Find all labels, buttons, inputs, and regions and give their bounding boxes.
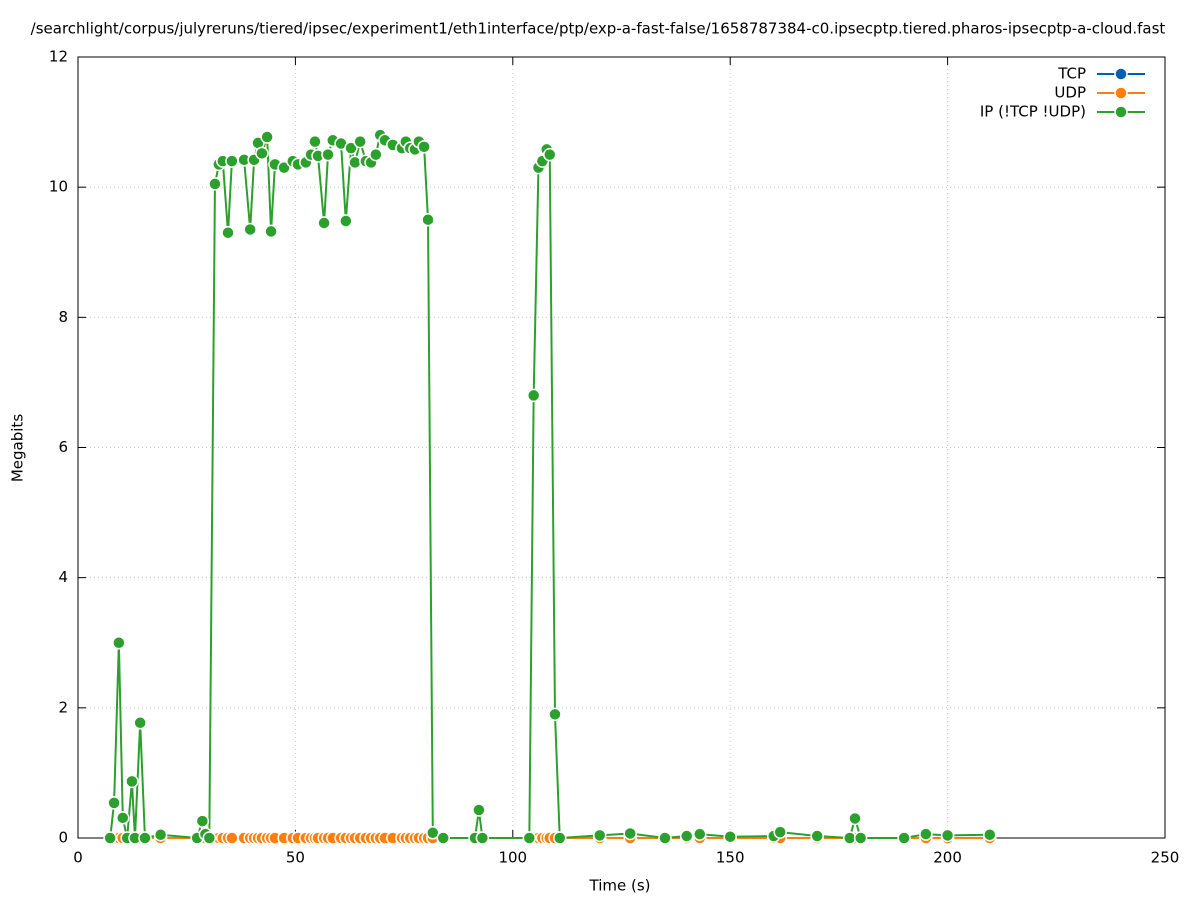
data-point [208, 177, 222, 191]
data-point [225, 831, 239, 845]
data-point [853, 831, 868, 845]
x-tick-label: 250 [1151, 849, 1180, 867]
chart-title: /searchlight/corpus/julyreruns/tiered/ip… [31, 20, 1166, 38]
data-point [264, 224, 278, 239]
y-tick-label: 6 [58, 438, 68, 456]
data-point [723, 829, 737, 844]
legend-label: IP (!TCP !UDP) [980, 103, 1086, 121]
data-point [522, 831, 537, 845]
y-tick-label: 2 [58, 698, 68, 716]
y-tick-label: 8 [58, 308, 68, 326]
y-tick-label: 10 [49, 178, 68, 196]
data-point [940, 828, 955, 843]
data-point [810, 829, 824, 843]
data-point [255, 146, 269, 161]
x-tick-label: 50 [286, 849, 305, 867]
data-point [133, 716, 147, 730]
data-point [593, 828, 607, 843]
data-point [543, 147, 557, 162]
data-point [107, 796, 121, 810]
data-point [919, 827, 933, 841]
data-point [103, 831, 117, 845]
legend-label: TCP [1057, 65, 1086, 83]
data-point [321, 147, 335, 162]
data-point [553, 831, 567, 845]
data-point [417, 140, 431, 154]
x-tick-label: 0 [73, 849, 83, 867]
data-point [112, 636, 126, 650]
legend-label: UDP [1054, 84, 1086, 102]
data-point [138, 831, 152, 845]
data-point [195, 814, 210, 828]
data-point [658, 831, 672, 845]
data-point [773, 825, 787, 839]
x-tick-label: 150 [716, 849, 745, 867]
data-point [221, 225, 235, 240]
data-point [202, 831, 217, 845]
data-point [475, 831, 490, 845]
x-axis-label: Time (s) [589, 877, 651, 895]
legend-marker [1114, 86, 1128, 100]
plot-frame [77, 56, 1166, 839]
data-point [421, 212, 435, 227]
data-point [308, 134, 322, 149]
data-point [526, 388, 541, 403]
data-point [472, 803, 486, 817]
data-point [344, 141, 358, 155]
data-point [153, 827, 168, 842]
x-tick-label: 100 [498, 849, 527, 867]
data-point [679, 829, 694, 843]
x-tick-label: 200 [933, 849, 962, 867]
data-point [125, 774, 139, 789]
data-point [225, 154, 239, 168]
data-point [353, 134, 367, 149]
data-point [693, 827, 707, 841]
data-point [116, 811, 130, 825]
data-point [436, 831, 450, 845]
data-point [369, 147, 383, 162]
data-point [260, 130, 274, 144]
data-point [848, 811, 862, 826]
data-point [348, 155, 362, 170]
legend-marker [1114, 105, 1128, 119]
y-axis-label: Megabits [9, 414, 27, 482]
y-tick-label: 12 [49, 48, 68, 66]
data-point [339, 214, 353, 228]
y-tick-label: 4 [58, 568, 68, 586]
data-point [548, 707, 562, 722]
legend-marker [1114, 67, 1128, 81]
series-line [109, 133, 990, 841]
data-point [983, 827, 997, 842]
y-tick-label: 0 [58, 829, 68, 847]
data-point [897, 831, 911, 845]
data-point [623, 826, 637, 841]
data-point [243, 222, 257, 237]
data-point [426, 826, 440, 840]
data-point [317, 216, 331, 230]
